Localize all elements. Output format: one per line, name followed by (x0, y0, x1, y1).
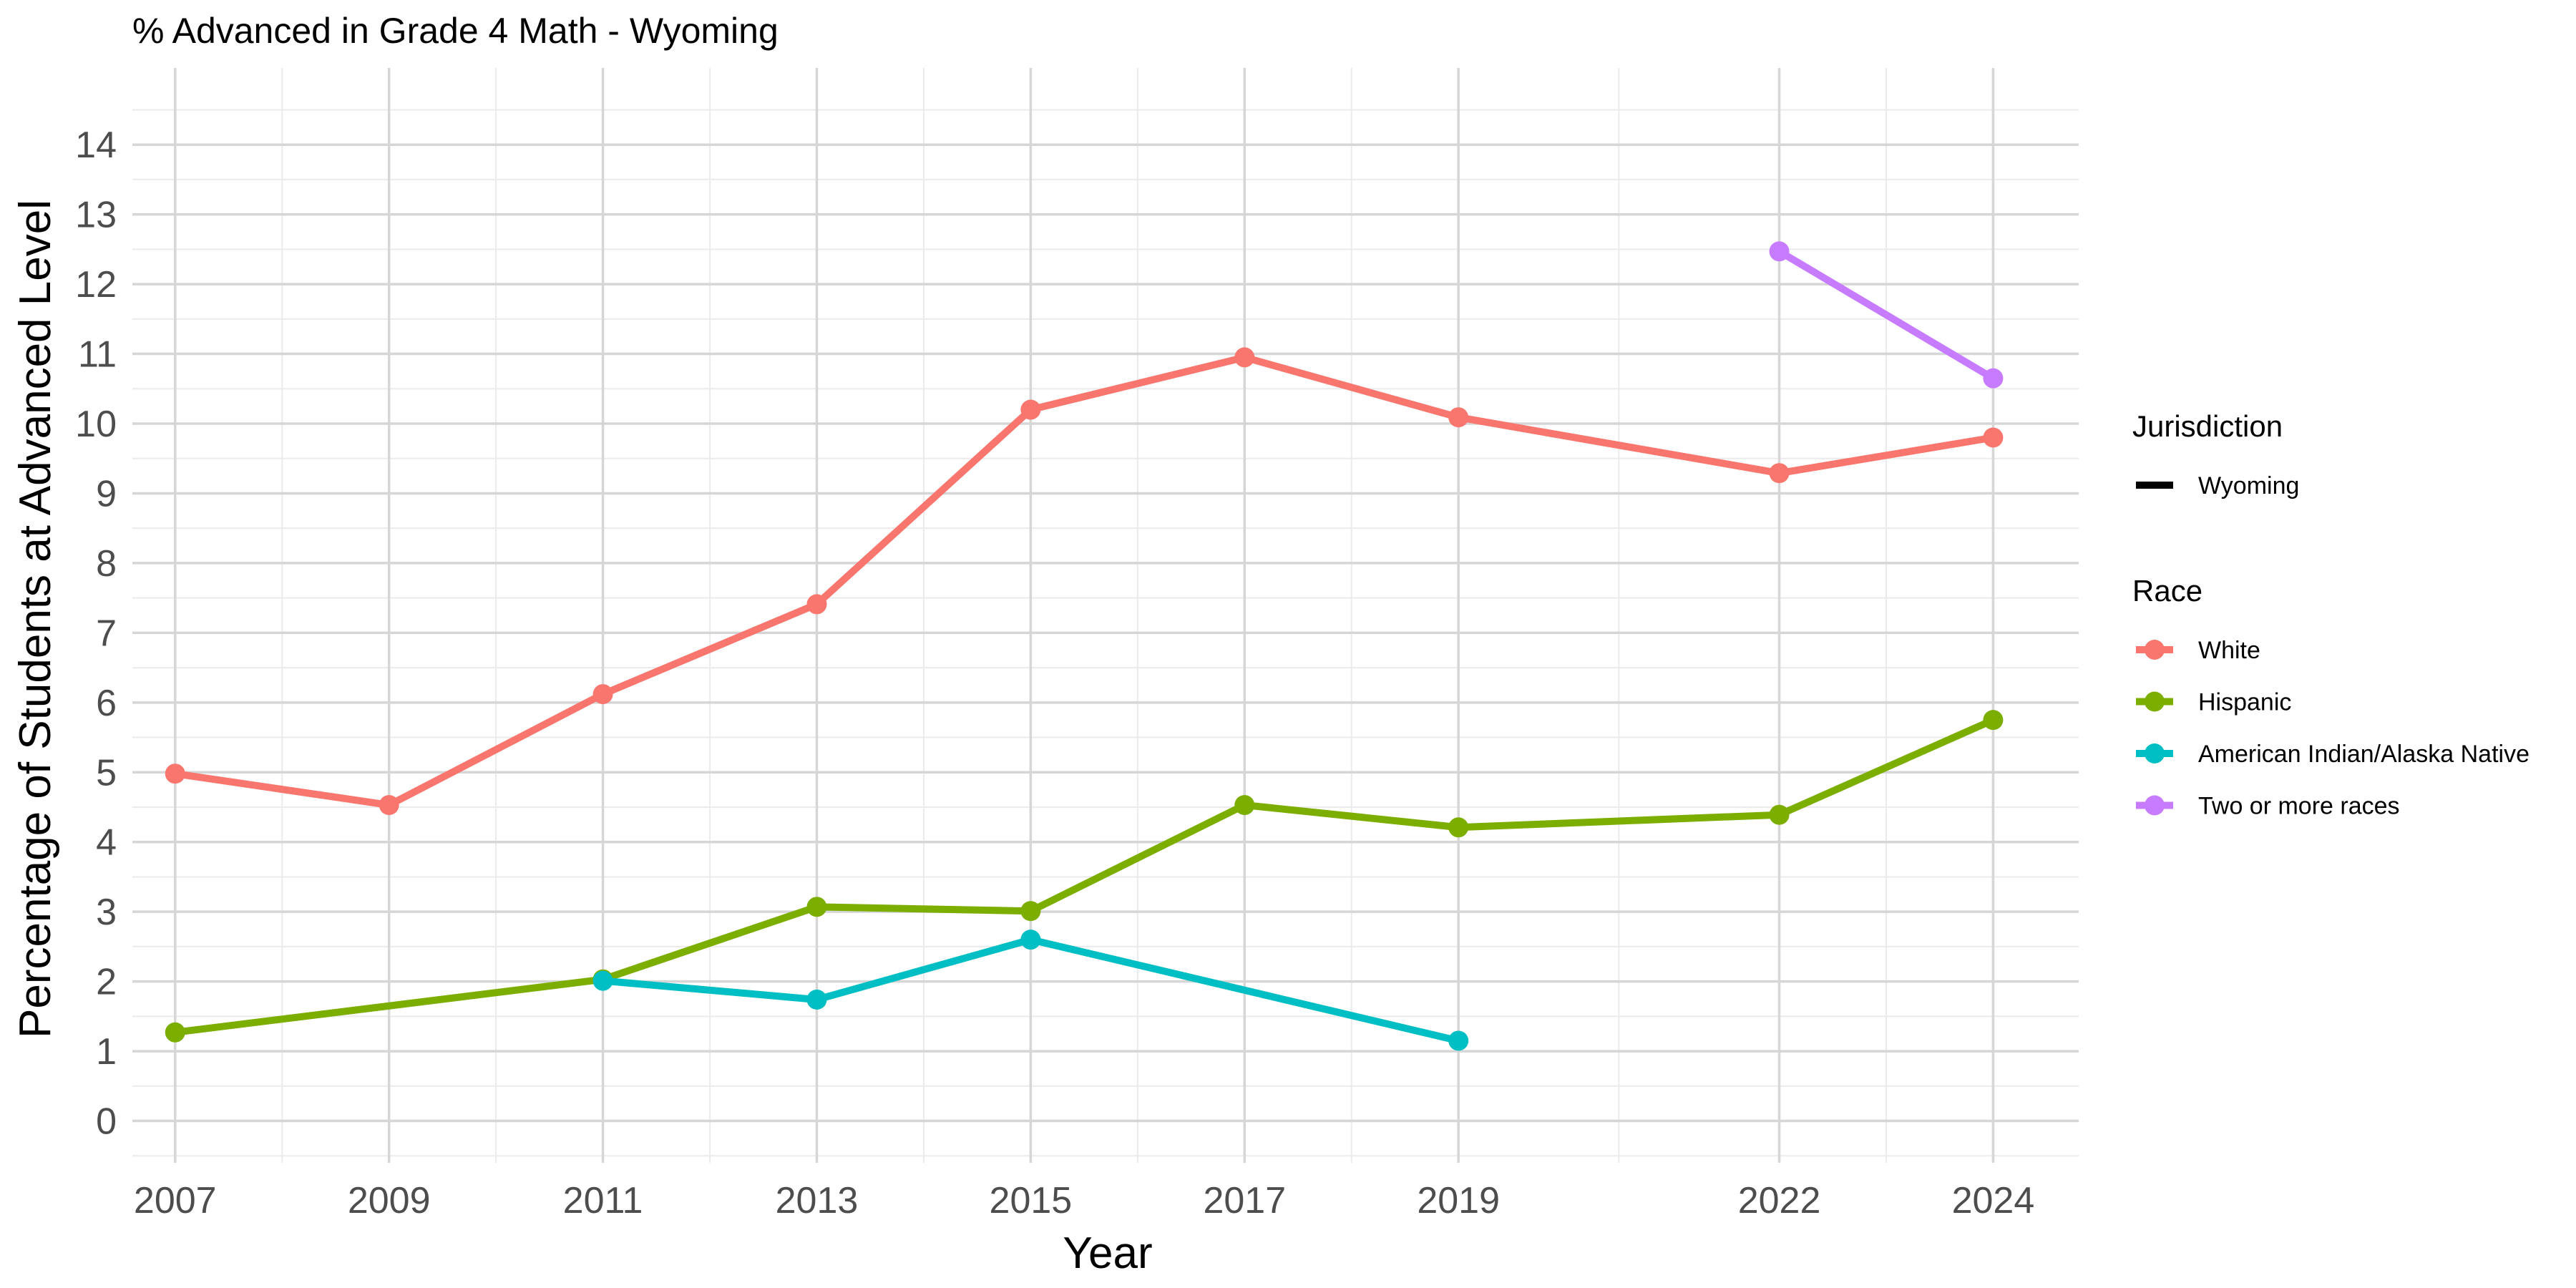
x-tick-label: 2011 (563, 1180, 643, 1221)
y-tick-label: 3 (96, 892, 117, 933)
y-tick-label: 0 (96, 1101, 117, 1143)
chart-title: % Advanced in Grade 4 Math - Wyoming (132, 11, 779, 51)
data-point (806, 897, 827, 917)
data-point (1769, 463, 1790, 484)
data-point (1448, 817, 1469, 838)
y-axis-title: Percentage of Students at Advanced Level (11, 200, 60, 1038)
y-tick-label: 5 (96, 752, 117, 794)
y-tick-label: 8 (96, 543, 117, 585)
series-white (165, 347, 2004, 816)
x-tick-label: 2022 (1738, 1180, 1821, 1221)
legend-race-items: White Hispanic American Indian/Alaska Nati… (2136, 637, 2529, 820)
x-tick-label: 2009 (348, 1180, 431, 1221)
legend-race-item: American Indian/Alaska Native (2136, 741, 2529, 768)
legend-label: Hispanic (2198, 689, 2291, 716)
data-point (1769, 241, 1790, 262)
legend-race-title: Race (2132, 574, 2202, 608)
legend-race-item: Hispanic (2136, 689, 2291, 716)
data-point (1234, 347, 1255, 368)
data-point (806, 594, 827, 615)
legend-label: White (2198, 637, 2260, 664)
legend-race-item: White (2136, 637, 2260, 664)
legend-label: Wyoming (2198, 472, 2299, 499)
legend-key-point (2145, 640, 2165, 660)
data-point (1448, 407, 1469, 428)
legend-race-item: Two or more races (2136, 793, 2400, 820)
series-hispanic (165, 710, 2004, 1043)
data-point (1020, 930, 1041, 950)
data-point (379, 795, 399, 816)
legend-jurisdiction-item: Wyoming (2136, 472, 2299, 499)
y-tick-label: 14 (75, 125, 117, 166)
series-two-or-more-races (1769, 241, 2004, 389)
legend-label: Two or more races (2198, 793, 2400, 820)
x-tick-label: 2024 (1952, 1180, 2035, 1221)
y-tick-label: 4 (96, 822, 117, 864)
legend-label: American Indian/Alaska Native (2198, 741, 2529, 768)
legend-jurisdiction-items: Wyoming (2136, 472, 2299, 499)
legend: Jurisdiction Wyoming Race White Hispanic A… (2132, 409, 2529, 820)
series-american-indian-alaska-native (592, 930, 1469, 1051)
legend-key-point (2145, 795, 2165, 816)
x-tick-labels: 2007 2009 2011 2013 2015 2017 2019 2022 2024 (134, 1180, 2034, 1221)
y-tick-label: 7 (96, 613, 117, 654)
data-point (806, 989, 827, 1010)
series-line (1775, 248, 1997, 382)
x-tick-label: 2015 (990, 1180, 1073, 1221)
y-tick-label: 13 (75, 195, 117, 236)
data-point (1983, 427, 2004, 448)
data-point (165, 763, 185, 784)
y-tick-label: 9 (96, 473, 117, 514)
major-gridlines (132, 68, 2079, 1163)
series-line (171, 716, 1997, 1036)
data-point (1769, 804, 1790, 825)
x-tick-label: 2019 (1417, 1180, 1500, 1221)
y-tick-label: 1 (96, 1031, 117, 1073)
data-point (165, 1022, 185, 1043)
series-line (599, 936, 1463, 1045)
data-point (1234, 795, 1255, 816)
x-tick-label: 2013 (776, 1180, 859, 1221)
x-axis-title: Year (1063, 1229, 1152, 1278)
y-tick-label: 12 (75, 264, 117, 306)
data-point (1983, 710, 2004, 731)
data-point (1448, 1030, 1469, 1051)
legend-key-point (2145, 691, 2165, 712)
y-tick-label: 2 (96, 962, 117, 1003)
x-tick-label: 2017 (1203, 1180, 1286, 1221)
data-point (1983, 368, 2004, 389)
y-tick-label: 6 (96, 683, 117, 724)
series-group (165, 241, 2004, 1051)
data-point (1020, 901, 1041, 922)
y-tick-label: 11 (78, 334, 117, 376)
legend-key-point (2145, 743, 2165, 763)
legend-jurisdiction-title: Jurisdiction (2132, 409, 2283, 443)
x-tick-label: 2007 (134, 1180, 217, 1221)
data-point (592, 684, 613, 705)
y-tick-label: 10 (75, 404, 117, 445)
data-point (592, 970, 613, 991)
data-point (1020, 399, 1041, 420)
